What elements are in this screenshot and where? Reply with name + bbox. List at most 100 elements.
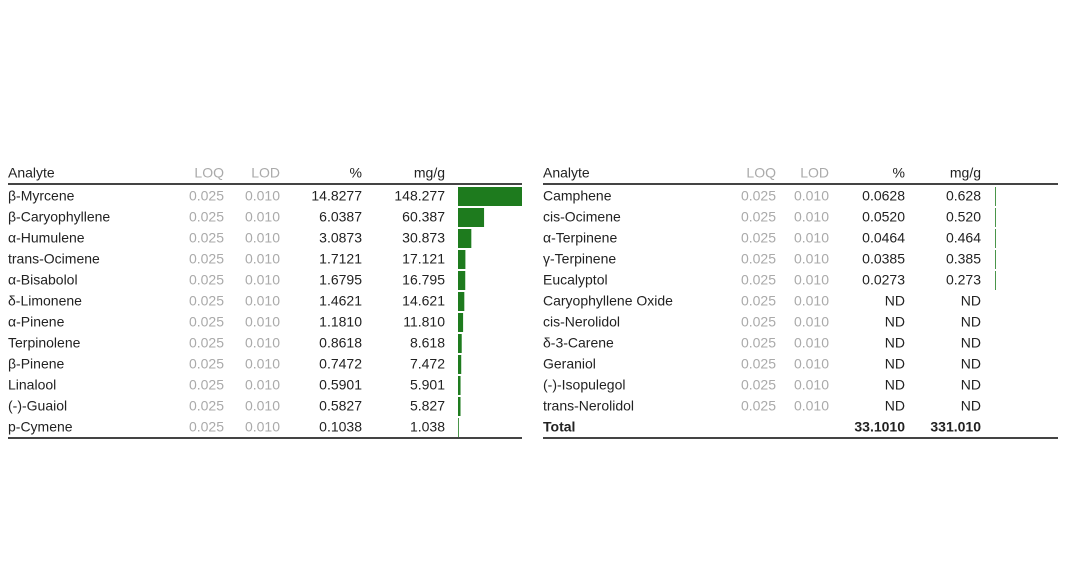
bar <box>458 271 466 290</box>
lod-cell: 0.010 <box>245 209 280 225</box>
analyte-cell: cis-Nerolidol <box>543 314 620 330</box>
loq-cell: 0.025 <box>189 209 224 225</box>
loq-cell: 0.025 <box>189 230 224 246</box>
total-label: Total <box>543 419 575 435</box>
percent-cell: 0.8618 <box>319 335 362 351</box>
lod-cell: 0.010 <box>245 314 280 330</box>
loq-cell: 0.025 <box>741 188 776 204</box>
lod-cell: 0.010 <box>794 335 829 351</box>
header-cell: % <box>350 165 362 181</box>
lod-cell: 0.010 <box>245 188 280 204</box>
header-cell: LOQ <box>746 165 776 181</box>
loq-cell: 0.025 <box>189 335 224 351</box>
bar <box>458 334 462 353</box>
header-cell: LOD <box>251 165 280 181</box>
lod-cell: 0.010 <box>245 230 280 246</box>
bar <box>995 187 996 206</box>
analyte-cell: β-Pinene <box>8 356 65 372</box>
bar <box>458 208 485 227</box>
mg-g-cell: ND <box>961 377 981 393</box>
mg-g-cell: ND <box>961 335 981 351</box>
mg-g-cell: 16.795 <box>402 272 445 288</box>
mg-g-cell: 0.628 <box>946 188 981 204</box>
analyte-cell: β-Myrcene <box>8 188 75 204</box>
analyte-cell: β-Caryophyllene <box>8 209 110 225</box>
analyte-cell: α-Bisabolol <box>8 272 78 288</box>
total-percent: 33.1010 <box>854 419 905 435</box>
percent-cell: 0.5827 <box>319 398 362 414</box>
analyte-cell: α-Humulene <box>8 230 85 246</box>
percent-cell: 1.4621 <box>319 293 362 309</box>
mg-g-cell: 5.827 <box>410 398 445 414</box>
lod-cell: 0.010 <box>245 398 280 414</box>
analyte-cell: (-)-Guaiol <box>8 398 67 414</box>
header-cell: Analyte <box>8 165 55 181</box>
loq-cell: 0.025 <box>741 230 776 246</box>
percent-cell: 0.5901 <box>319 377 362 393</box>
loq-cell: 0.025 <box>741 209 776 225</box>
percent-cell: 1.6795 <box>319 272 362 288</box>
mg-g-cell: 148.277 <box>394 188 445 204</box>
percent-cell: ND <box>885 335 905 351</box>
percent-cell: 0.0464 <box>862 230 905 246</box>
loq-cell: 0.025 <box>189 293 224 309</box>
analyte-cell: δ-Limonene <box>8 293 82 309</box>
loq-cell: 0.025 <box>741 398 776 414</box>
mg-g-cell: 0.273 <box>946 272 981 288</box>
header-cell: LOQ <box>194 165 224 181</box>
mg-g-cell: 60.387 <box>402 209 445 225</box>
lod-cell: 0.010 <box>245 419 280 435</box>
bar <box>458 250 466 269</box>
analyte-cell: Geraniol <box>543 356 596 372</box>
lod-cell: 0.010 <box>245 335 280 351</box>
mg-g-cell: 8.618 <box>410 335 445 351</box>
mg-g-cell: 0.385 <box>946 251 981 267</box>
lod-cell: 0.010 <box>794 251 829 267</box>
header-cell: mg/g <box>414 165 445 181</box>
lod-cell: 0.010 <box>794 188 829 204</box>
percent-cell: 0.0628 <box>862 188 905 204</box>
loq-cell: 0.025 <box>741 272 776 288</box>
header-cell: LOD <box>800 165 829 181</box>
percent-cell: 0.0385 <box>862 251 905 267</box>
loq-cell: 0.025 <box>189 272 224 288</box>
analyte-cell: p-Cymene <box>8 419 73 435</box>
analyte-cell: δ-3-Carene <box>543 335 614 351</box>
mg-g-cell: 7.472 <box>410 356 445 372</box>
analyte-cell: trans-Nerolidol <box>543 398 634 414</box>
mg-g-cell: 0.464 <box>946 230 981 246</box>
loq-cell: 0.025 <box>741 314 776 330</box>
bar <box>458 376 461 395</box>
lod-cell: 0.010 <box>794 356 829 372</box>
percent-cell: ND <box>885 398 905 414</box>
bar <box>458 418 459 437</box>
percent-cell: 0.7472 <box>319 356 362 372</box>
lod-cell: 0.010 <box>794 398 829 414</box>
percent-cell: 6.0387 <box>319 209 362 225</box>
loq-cell: 0.025 <box>189 356 224 372</box>
mg-g-cell: 14.621 <box>402 293 445 309</box>
loq-cell: 0.025 <box>189 398 224 414</box>
bar <box>458 397 461 416</box>
analyte-cell: trans-Ocimene <box>8 251 100 267</box>
header-cell: % <box>893 165 905 181</box>
bar <box>995 208 996 227</box>
percent-cell: ND <box>885 314 905 330</box>
total-mg-g: 331.010 <box>930 419 981 435</box>
loq-cell: 0.025 <box>189 188 224 204</box>
percent-cell: 1.7121 <box>319 251 362 267</box>
analyte-cell: γ-Terpinene <box>543 251 616 267</box>
lod-cell: 0.010 <box>794 209 829 225</box>
bar <box>458 187 522 206</box>
loq-cell: 0.025 <box>741 377 776 393</box>
percent-cell: 0.0273 <box>862 272 905 288</box>
mg-g-cell: 11.810 <box>403 314 445 330</box>
header-cell: mg/g <box>950 165 981 181</box>
percent-cell: 3.0873 <box>319 230 362 246</box>
analyte-cell: Eucalyptol <box>543 272 608 288</box>
percent-cell: ND <box>885 356 905 372</box>
bar <box>995 250 996 269</box>
mg-g-cell: 1.038 <box>410 419 445 435</box>
lod-cell: 0.010 <box>794 272 829 288</box>
